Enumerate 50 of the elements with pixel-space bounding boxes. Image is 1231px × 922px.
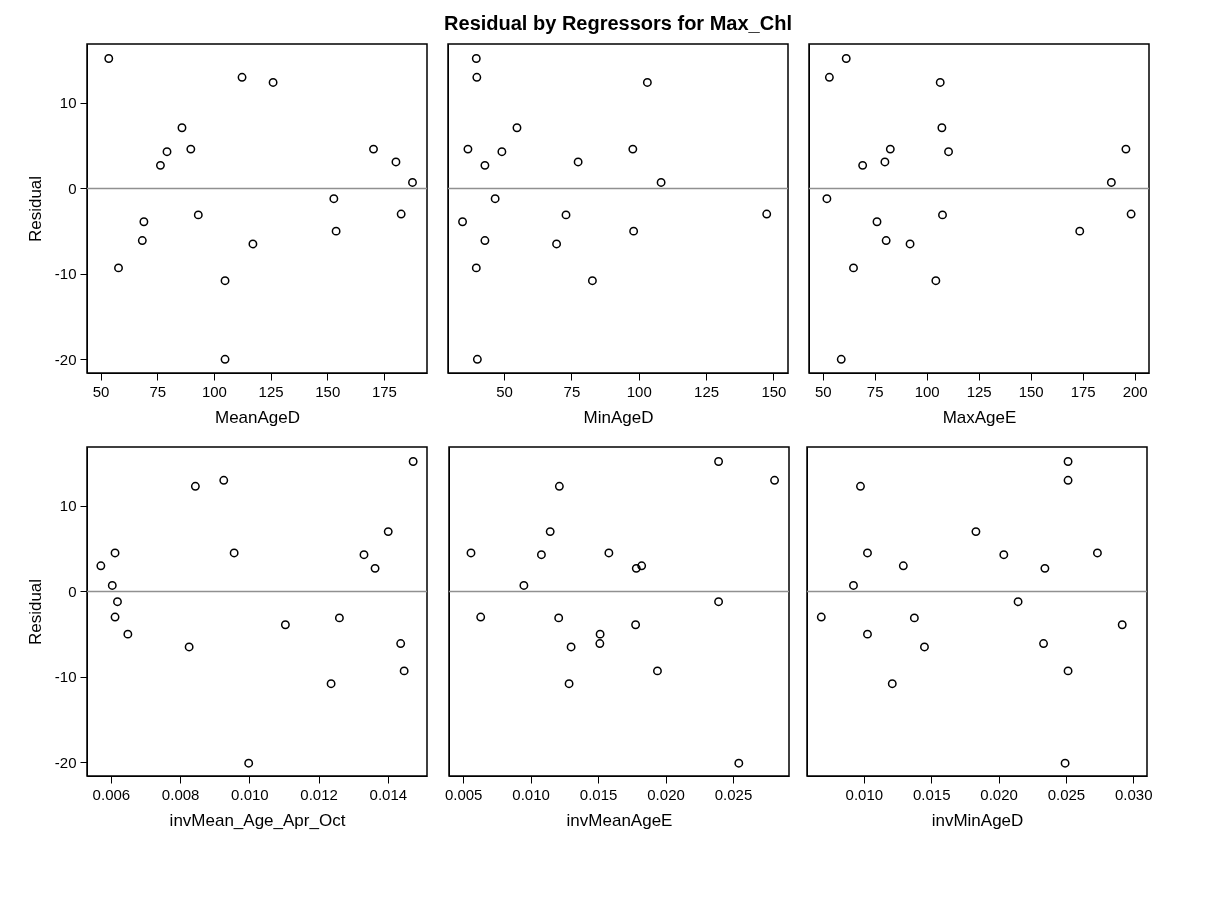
x-tick-label: 0.010 <box>512 785 550 803</box>
x-tick-label: 0.015 <box>912 785 951 803</box>
x-tick-label: 100 <box>626 382 652 400</box>
x-tick-label: 0.025 <box>1047 785 1086 803</box>
x-tick-label: 150 <box>1018 382 1044 400</box>
x-tick-label: 175 <box>371 382 397 400</box>
x-axis-title: invMean_Age_Apr_Oct <box>169 810 346 830</box>
x-tick-label: 0.008 <box>161 785 200 803</box>
x-tick-label: 100 <box>914 382 940 400</box>
x-tick-label: 50 <box>496 382 513 400</box>
x-tick-label: 50 <box>92 382 110 400</box>
x-tick-label: 0.010 <box>845 785 884 803</box>
y-tick-label: -10 <box>54 668 77 686</box>
x-tick-label: 0.015 <box>579 785 618 803</box>
y-tick-label: -20 <box>54 753 77 771</box>
x-tick-label: 0.010 <box>231 785 269 803</box>
x-tick-label: 50 <box>814 382 832 400</box>
x-tick-label: 0.025 <box>714 785 753 803</box>
x-tick-label: 0.020 <box>980 785 1018 803</box>
y-tick-label: 10 <box>59 94 77 112</box>
x-tick-label: 0.030 <box>1114 785 1153 803</box>
y-tick-label: -10 <box>54 265 77 283</box>
x-tick-label: 75 <box>866 382 884 400</box>
x-tick-label: 125 <box>966 382 992 400</box>
y-tick-label: 10 <box>59 497 77 515</box>
x-tick-label: 0.012 <box>300 785 338 803</box>
x-tick-label: 200 <box>1122 382 1148 400</box>
x-axis-title: MaxAgeE <box>942 407 1017 427</box>
y-tick-label: 0 <box>68 582 77 600</box>
x-tick-label: 75 <box>563 382 581 400</box>
x-tick-label: 175 <box>1070 382 1096 400</box>
x-tick-label: 125 <box>258 382 284 400</box>
x-tick-label: 125 <box>694 382 720 400</box>
y-axis-title: Residual <box>25 578 45 646</box>
x-tick-label: 150 <box>761 382 787 400</box>
x-axis-title: MinAgeD <box>583 407 654 427</box>
y-tick-label: -20 <box>54 350 77 368</box>
x-tick-label: 0.005 <box>444 785 483 803</box>
x-tick-label: 150 <box>315 382 341 400</box>
chart-title: Residual by Regressors for Max_Chl <box>444 12 792 34</box>
x-axis-title: MeanAgeD <box>214 407 301 427</box>
x-tick-label: 0.006 <box>92 785 131 803</box>
x-axis-title: invMeanAgeE <box>566 810 673 830</box>
x-tick-label: 0.020 <box>647 785 685 803</box>
x-axis-title: invMinAgeD <box>931 810 1024 830</box>
y-axis-title: Residual <box>25 175 45 243</box>
x-tick-label: 100 <box>201 382 227 400</box>
x-tick-label: 0.014 <box>369 785 408 803</box>
x-tick-label: 75 <box>149 382 167 400</box>
y-tick-label: 0 <box>68 179 77 197</box>
